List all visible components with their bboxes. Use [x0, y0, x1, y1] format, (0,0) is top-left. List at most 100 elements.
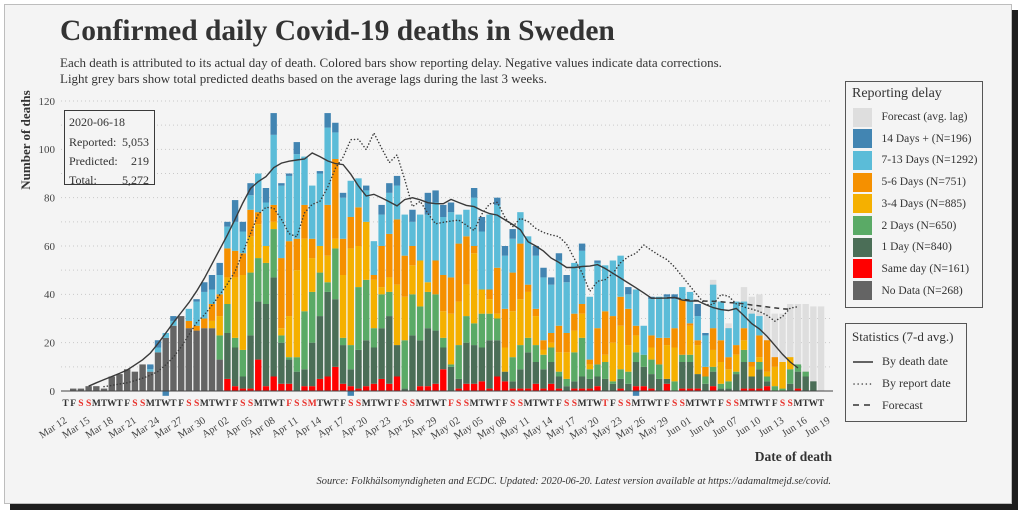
bar-3-4-days [517, 299, 524, 346]
bar-3-4-days [478, 289, 486, 314]
chart-subtitle-line-1: Each death is attributed to its actual d… [60, 55, 722, 70]
bar-7-13-days [447, 212, 455, 278]
bar-no-data [147, 371, 154, 391]
bar-same-day [686, 388, 694, 391]
bar-7-13-days [185, 308, 193, 321]
bar-7-13-days [486, 214, 493, 290]
dotted-line-icon [853, 382, 873, 385]
bars [70, 113, 825, 396]
bar-14-days-plus [278, 183, 285, 186]
bar-same-day [424, 386, 432, 391]
bar-7-13-days [432, 202, 439, 261]
weekday-letter: M [470, 399, 479, 409]
bar-1-day [470, 345, 478, 384]
legend-reporting-delay: Reporting delay Forecast (avg. lag) 14 D… [845, 81, 983, 308]
bar-14-days-plus [694, 304, 701, 317]
bar-same-day [370, 383, 378, 391]
bar-1-day [563, 386, 570, 391]
bar-same-day [748, 388, 755, 391]
bar-2-days [463, 316, 470, 343]
weekday-letter: W [809, 399, 819, 409]
weekday-letter: M [254, 399, 263, 409]
bar-2-days [578, 337, 586, 377]
bar-3-4-days [393, 284, 401, 346]
bar-same-day [632, 386, 640, 391]
bar-7-13-days [733, 301, 740, 346]
bar-5-6-days [524, 284, 532, 292]
legend-item-no-data: No Data (N=268) [852, 281, 963, 301]
weekday-letter: S [348, 399, 353, 409]
bar-5-6-days [185, 320, 193, 329]
bar-1-day [255, 301, 262, 360]
weekday-letter: F [610, 399, 616, 409]
bar-1-day [617, 378, 624, 389]
bar-3-4-days [548, 342, 555, 348]
bar-3-4-days [787, 357, 794, 370]
bar-1-day [293, 371, 300, 391]
bar-5-6-days [401, 255, 408, 297]
bar-3-4-days [362, 221, 370, 280]
bar-7-13-days [470, 197, 478, 246]
weekday-letter: F [340, 399, 346, 409]
bar-14-days-plus [532, 246, 540, 256]
legend-item-1-day: 1 Day (N=840) [852, 237, 952, 257]
bar-5-6-days [355, 207, 362, 246]
bar-2-days [733, 371, 740, 375]
bar-1-day [463, 342, 470, 384]
bar-5-6-days [763, 340, 771, 372]
legend-item-forecast-line: Forecast [853, 397, 923, 413]
weekday-letter: M [146, 399, 155, 409]
bar-2-days [640, 354, 647, 367]
weekday-letter: T [116, 399, 123, 409]
bar-3-4-days [686, 325, 694, 355]
bar-2-days [231, 337, 239, 348]
weekday-letter: W [323, 399, 333, 409]
weekday-letter: S [410, 399, 415, 409]
bar-same-day [262, 386, 270, 391]
bar-forecast [787, 304, 794, 391]
bar-14-days-plus [201, 282, 208, 292]
bar-3-4-days [262, 246, 270, 263]
weekday-letter: T [101, 399, 108, 409]
bar-14-days-plus [316, 171, 324, 174]
bar-same-day [494, 376, 501, 391]
weekday-letter: T [479, 399, 486, 409]
bar-5-6-days [370, 275, 378, 280]
bar-2-days [725, 381, 732, 389]
bar-7-13-days [655, 296, 663, 338]
bar-2-days [717, 383, 725, 389]
x-tick-label: Jun 16 [780, 415, 809, 439]
legend-item-5-6-days: 5-6 Days (N=751) [852, 172, 966, 192]
bar-2-days [555, 371, 563, 377]
bar-forecast [771, 313, 779, 391]
bar-5-6-days [679, 299, 686, 355]
bar-5-6-days [293, 238, 300, 271]
weekday-letter: W [377, 399, 387, 409]
bar-1-day [555, 376, 563, 389]
trend-lines [88, 131, 799, 388]
bar-2-days [702, 376, 709, 384]
bar-7-13-days [717, 301, 725, 341]
bar-2-days [594, 364, 601, 377]
bar-1-day [640, 366, 647, 387]
bar-1-day [756, 369, 763, 389]
bar-14-days-plus-correction [162, 391, 169, 396]
weekday-letter: W [755, 399, 765, 409]
bar-7-13-days [602, 265, 609, 312]
weekday-letter: F [232, 399, 238, 409]
summary-predicted: Predicted: 219 [69, 153, 149, 169]
weekday-letter: M [362, 399, 371, 409]
weekday-letter: M [740, 399, 749, 409]
bar-3-4-days [347, 248, 354, 346]
bar-14-days-plus [386, 183, 393, 193]
y-tick-label: 60 [44, 241, 56, 253]
bar-14-days-plus [285, 173, 293, 176]
x-tick-label: Jun 13 [757, 415, 786, 439]
weekday-letter: T [155, 399, 162, 409]
bar-same-day [255, 359, 262, 391]
bar-1-day [478, 347, 486, 382]
bar-5-6-days [201, 318, 208, 329]
bar-same-day [640, 386, 647, 391]
weekday-letter: S [294, 399, 299, 409]
